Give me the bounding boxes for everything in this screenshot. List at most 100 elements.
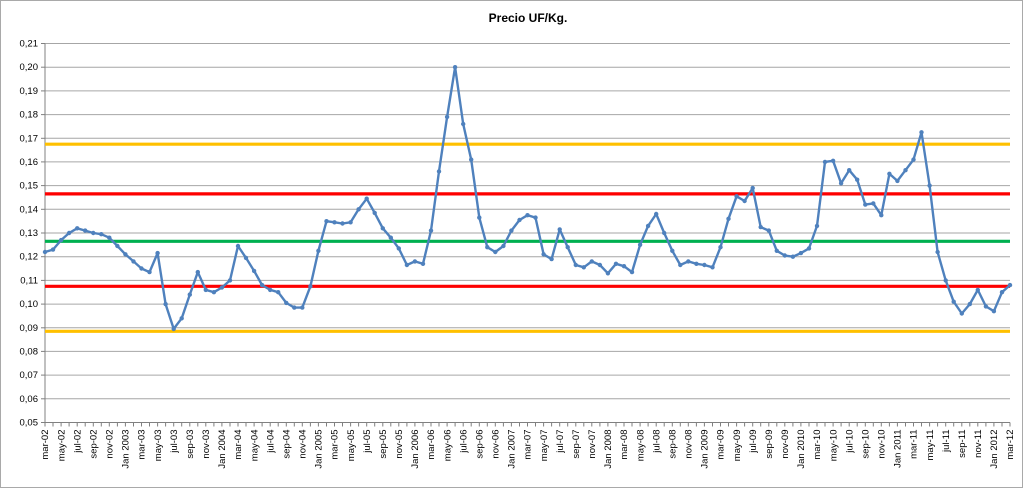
- data-point-marker: [999, 290, 1005, 295]
- data-point-marker: [276, 290, 281, 295]
- x-axis-tick-label: jul-05: [362, 430, 373, 454]
- x-axis-tick-label: Jan 2009: [700, 430, 711, 469]
- y-axis-tick-label: 0,07: [20, 370, 39, 381]
- data-point-marker: [348, 220, 353, 225]
- data-point-marker: [549, 256, 554, 262]
- data-point-marker: [790, 254, 796, 259]
- x-axis-tick-label: jul-08: [651, 430, 662, 454]
- data-point-marker: [131, 259, 136, 264]
- x-axis-tick-label: may-07: [539, 430, 550, 462]
- x-axis-tick-label: mar-02: [40, 430, 51, 460]
- data-point-marker: [259, 282, 265, 288]
- x-axis-tick-label: sep-06: [474, 430, 485, 459]
- data-point-marker: [855, 177, 860, 182]
- data-point-marker: [300, 305, 305, 310]
- x-axis-tick-label: nov-03: [201, 430, 212, 459]
- data-point-marker: [879, 213, 884, 218]
- data-point-marker: [991, 309, 997, 314]
- data-point-marker: [863, 202, 868, 207]
- data-point-marker: [621, 264, 627, 269]
- y-axis-tick-label: 0,14: [20, 204, 39, 215]
- x-axis-tick-label: nov-02: [105, 430, 116, 459]
- x-axis-tick-label: may-05: [346, 430, 357, 462]
- y-axis-tick-label: 0,19: [20, 86, 39, 97]
- y-axis-tick-label: 0,18: [20, 110, 39, 121]
- data-point-marker: [243, 255, 249, 261]
- data-point-marker: [654, 211, 659, 217]
- data-point-marker: [1007, 282, 1013, 288]
- data-point-marker: [203, 287, 208, 293]
- data-point-marker: [782, 253, 787, 258]
- x-axis-tick-label: nov-07: [587, 430, 598, 459]
- x-axis-tick-label: mar-08: [619, 430, 630, 460]
- data-point-marker: [871, 201, 876, 206]
- axis-group: [41, 43, 1011, 427]
- data-point-marker: [91, 230, 96, 236]
- y-axis-tick-label: 0,16: [20, 157, 39, 168]
- data-point-marker: [943, 278, 948, 283]
- data-point-marker: [485, 245, 490, 250]
- data-point-marker: [686, 259, 691, 264]
- x-axis-tick-label: jul-07: [555, 430, 566, 454]
- data-point-marker: [107, 235, 112, 240]
- data-point-marker: [742, 198, 747, 204]
- data-point-marker: [235, 243, 241, 249]
- data-point-marker: [822, 159, 828, 165]
- x-axis-tick-label: nov-04: [298, 430, 309, 459]
- y-axis-tick-label: 0,21: [20, 39, 39, 50]
- data-point-marker: [734, 194, 739, 199]
- data-point-marker: [838, 181, 844, 186]
- data-point-marker: [645, 223, 651, 229]
- x-axis-tick-label: nov-08: [684, 430, 695, 459]
- x-axis-tick-label: nov-11: [973, 430, 984, 458]
- data-point-marker: [211, 290, 217, 295]
- data-point-marker: [155, 250, 160, 256]
- data-point-marker: [66, 230, 72, 236]
- data-point-marker: [718, 245, 723, 250]
- data-point-marker: [195, 269, 200, 275]
- data-point-marker: [903, 168, 908, 173]
- y-axis-tick-label: 0,12: [20, 252, 39, 263]
- data-point-marker: [509, 228, 514, 233]
- data-point-marker: [179, 316, 184, 321]
- x-axis-tick-label: may-11: [925, 430, 936, 461]
- x-axis-tick-label: nov-10: [877, 430, 888, 459]
- data-point-marker: [356, 207, 361, 212]
- data-point-marker: [967, 301, 972, 307]
- data-point-marker: [798, 250, 804, 256]
- data-point-marker: [629, 269, 635, 275]
- data-point-marker: [911, 157, 916, 162]
- data-point-marker: [469, 157, 474, 162]
- data-point-marker: [163, 301, 168, 307]
- x-axis-tick-label: sep-11: [957, 430, 968, 458]
- data-point-marker: [58, 237, 64, 243]
- data-point-marker: [316, 248, 321, 253]
- y-axis-tick-label: 0,11: [20, 275, 38, 286]
- data-point-marker: [662, 230, 667, 236]
- data-point-marker: [637, 242, 643, 247]
- data-point-marker: [388, 235, 393, 240]
- data-point-marker: [444, 114, 450, 120]
- data-point-marker: [42, 249, 48, 255]
- x-axis-tick-label: sep-07: [571, 430, 582, 459]
- data-point-marker: [227, 278, 233, 283]
- data-point-marker: [50, 247, 56, 252]
- y-axis-tick-label: 0,06: [20, 394, 39, 405]
- x-axis-tick-label: nov-06: [491, 430, 502, 459]
- data-point-marker: [268, 287, 273, 293]
- data-point-marker: [115, 243, 120, 249]
- data-point-marker: [557, 227, 562, 232]
- data-point-marker: [758, 224, 763, 230]
- y-axis-tick-label: 0,13: [20, 228, 39, 239]
- tick-labels-group: 0,21 0,20 0,19 0,18 0,17 0,16 0,15 0,14 0,13 0,12…: [20, 39, 1017, 469]
- x-axis-tick-label: sep-09: [764, 430, 775, 459]
- data-point-marker: [187, 292, 192, 297]
- data-point-marker: [219, 285, 225, 290]
- x-axis-tick-label: jul-09: [748, 430, 759, 454]
- x-axis-tick-label: Jan 2011: [893, 430, 904, 468]
- x-axis-tick-label: mar-04: [233, 430, 244, 460]
- x-axis-tick-label: nov-05: [394, 430, 405, 459]
- data-point-marker: [983, 304, 989, 309]
- y-axis-tick-label: 0,17: [20, 133, 39, 144]
